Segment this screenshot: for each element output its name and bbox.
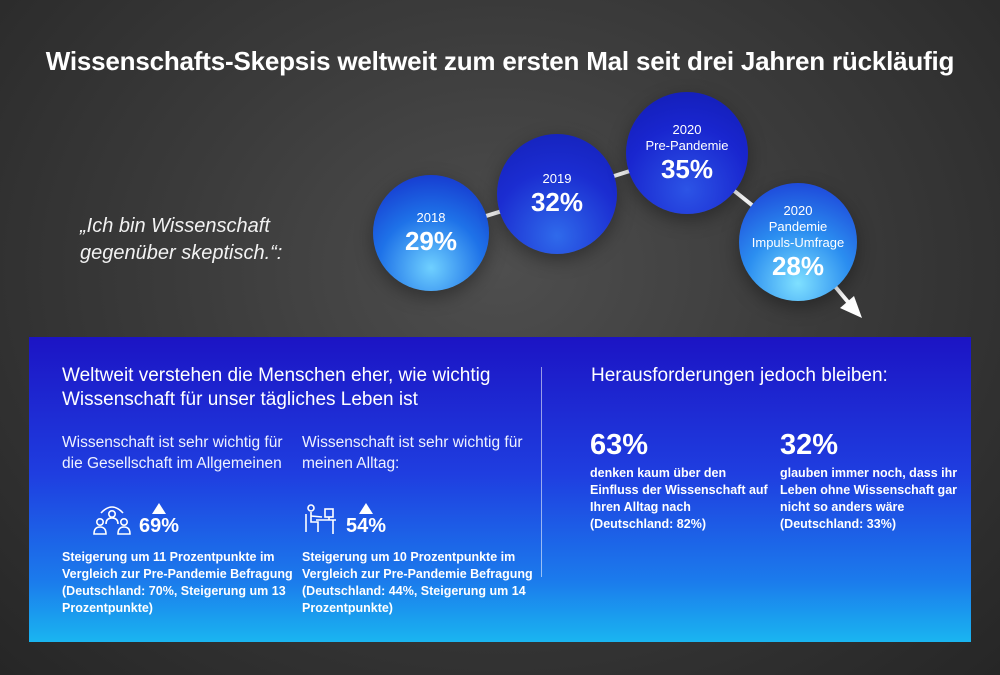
stats-panel (29, 337, 971, 642)
bubble-subtitle: Pre-Pandemie (645, 138, 729, 153)
bubble-value: 29% (404, 226, 458, 256)
society-value: 69% (139, 515, 180, 537)
bubble-subtitle: Pandemie (768, 219, 828, 234)
society-people-icon (93, 506, 131, 535)
bubble-year: 2018 (416, 210, 446, 225)
down-arrow-icon (840, 296, 862, 318)
challenge-value-2: 32% (780, 429, 839, 461)
challenge-text-2: glauben immer noch, dass ihr Leben ohne … (780, 466, 958, 531)
page-title: Wissenschafts-Skepsis weltweit zum erste… (45, 46, 955, 76)
society-increase: 69% (139, 503, 179, 537)
bubble-year: 2019 (542, 171, 572, 186)
bubble-year: 2020 (672, 122, 702, 137)
increase-arrow-icon (359, 503, 374, 514)
increase-arrow-icon (152, 503, 167, 514)
daily-life-importance-subheading: Wissenschaft ist sehr wichtig für meinen… (302, 434, 523, 472)
bubble-subtitle-2: Impuls-Umfrage (751, 235, 845, 250)
daily-life-note: Steigerung um 10 Prozentpunkte im Vergle… (302, 550, 533, 615)
daily-life-value: 54% (346, 515, 387, 537)
society-note: Steigerung um 11 Prozentpunkte im Vergle… (62, 550, 293, 615)
right-section-heading: Herausforderungen jedoch bleiben: (591, 365, 888, 386)
daily-life-stat: 54% (302, 503, 386, 537)
person-at-desk-icon (305, 504, 336, 534)
timeline-bubble-2019: 2019 32% (497, 134, 617, 254)
timeline-bubble-2020-pre-pandemic: 2020 Pre-Pandemie 35% (626, 92, 748, 214)
left-section-heading: Weltweit verstehen die Menschen eher, wi… (62, 365, 491, 410)
challenge-text-1: denken kaum über den Einfluss der Wissen… (590, 466, 768, 531)
quote-text: „Ich bin Wissenschaft gegenüber skeptisc… (80, 215, 283, 264)
panel-divider (541, 367, 542, 577)
society-stat: 69% (93, 503, 179, 537)
timeline-bubble-2018: 2018 29% (373, 175, 489, 291)
bubble-value: 35% (660, 154, 714, 184)
daily-life-increase: 54% (346, 503, 386, 537)
timeline-bubble-2020-pandemic: 2020 Pandemie Impuls-Umfrage 28% (739, 183, 857, 301)
bubble-value: 28% (771, 251, 825, 281)
challenge-value-1: 63% (590, 429, 649, 461)
society-importance-subheading: Wissenschaft ist sehr wichtig für die Ge… (62, 434, 283, 472)
bubble-value: 32% (530, 187, 584, 217)
bubble-year: 2020 (783, 203, 813, 218)
